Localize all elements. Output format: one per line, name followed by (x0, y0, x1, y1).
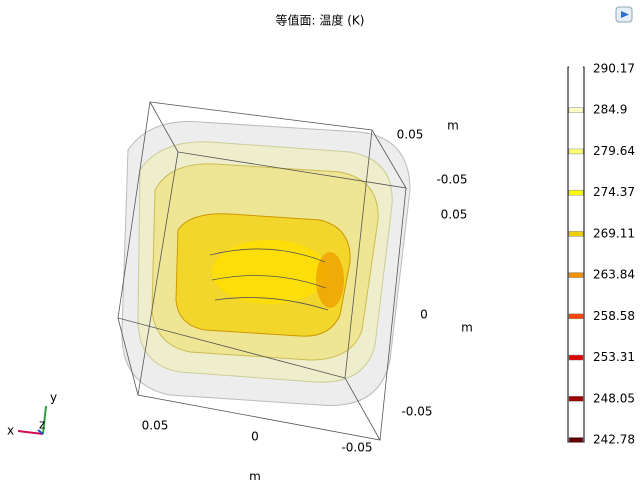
isosurface-hot (316, 252, 344, 308)
axis-labels: 0.05 -0.05 0.05 m 0 m -0.05 0.05 0 -0.05 m (142, 119, 473, 480)
box-edges (117, 101, 407, 441)
legend-swatch (569, 66, 583, 72)
axis-label: m (461, 321, 473, 335)
color-legend: 290.17 284.9 279.64 274.37 269.11 263.84 258.5… (567, 62, 635, 447)
legend-label: 248.05 (593, 391, 635, 405)
scene (117, 101, 411, 441)
axis-label: -0.05 (341, 441, 372, 455)
axis-label: 0.05 (397, 128, 424, 142)
legend-label: 290.17 (593, 62, 635, 76)
legend-label: 274.37 (593, 185, 635, 199)
plot-title: 等值面: 温度 (K) (276, 13, 365, 28)
triad-label: y (50, 391, 57, 405)
axis-label: 0 (420, 308, 428, 322)
isosurface-core (212, 240, 328, 304)
triad: x y z (7, 391, 57, 438)
legend-swatch (568, 107, 584, 113)
mesh-lines (209, 248, 329, 311)
legend-swatch (568, 189, 584, 196)
toolbar-icon[interactable] (615, 6, 633, 23)
legend-label: 258.58 (593, 309, 635, 323)
axis-label: 0.05 (441, 208, 468, 222)
legend-label: 253.31 (593, 350, 635, 364)
axis-label: 0.05 (142, 419, 169, 433)
legend-label: 279.64 (593, 144, 635, 158)
legend-swatch (568, 354, 584, 361)
legend-swatch (568, 396, 584, 402)
icon-glyph (621, 11, 629, 18)
axis-label: -0.05 (436, 173, 467, 187)
triad-label: z (39, 418, 45, 432)
legend-frame (567, 66, 585, 443)
legend-swatch (568, 148, 584, 155)
triad-z (37, 429, 44, 435)
legend-swatch (568, 313, 584, 320)
legend-swatch (568, 231, 584, 237)
triad-x (17, 430, 44, 435)
legend-swatch (568, 272, 584, 278)
triad-y (42, 405, 47, 435)
triad-label: x (7, 424, 14, 438)
legend-swatch (568, 437, 584, 443)
legend-label: 269.11 (593, 226, 635, 240)
axis-label: -0.05 (401, 405, 432, 419)
legend-label: 242.78 (593, 433, 635, 447)
axis-label: 0 (251, 430, 259, 444)
legend-label: 263.84 (593, 268, 635, 282)
axis-label: m (447, 119, 459, 133)
legend-label: 284.9 (593, 103, 627, 117)
axis-label: m (249, 470, 261, 480)
